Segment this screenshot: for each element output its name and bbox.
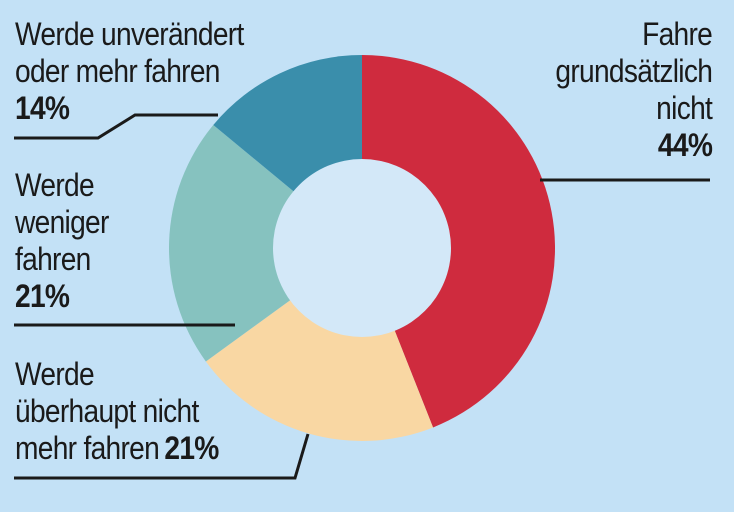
label-drive-less-line-3: fahren — [15, 241, 91, 277]
label-not-at-all-line-1: Werde — [15, 356, 95, 392]
label-basically-not-line-1: Fahre — [641, 16, 713, 52]
donut-slice-1 — [362, 55, 555, 428]
leader-lines — [14, 113, 710, 480]
label-drive-less-line-1: Werde — [15, 167, 95, 203]
label-unchanged-line-2: oder mehr fahren — [15, 53, 220, 89]
label-drive-less: Werde weniger fahren 21% — [15, 167, 109, 315]
label-basically-not-percent: 44% — [657, 127, 713, 163]
label-not-at-all-line-2: überhaupt nicht — [15, 393, 199, 429]
label-unchanged-percent: 14% — [15, 90, 70, 126]
label-basically-not-line-2: grundsätzlich — [555, 53, 712, 89]
label-drive-less-percent: 21% — [15, 278, 70, 314]
donut-slice-3 — [169, 124, 362, 362]
leader-line-bottom-left — [14, 433, 310, 480]
label-not-at-all-anymore: Werde überhaupt nicht mehr fahren 21% — [15, 356, 219, 467]
label-not-at-all-line-3-wrapper: mehr fahren 21% — [15, 430, 219, 467]
donut-hole — [273, 159, 451, 337]
label-basically-not: Fahre grundsätzlich nicht 44% — [555, 16, 712, 164]
label-basically-not-line-3: nicht — [656, 90, 713, 126]
label-unchanged-or-more: Werde unverändert oder mehr fahren 14% — [15, 16, 244, 127]
label-drive-less-line-2: weniger — [15, 204, 109, 240]
label-not-at-all-percent: 21% — [164, 430, 219, 466]
leader-line-top-left — [14, 113, 218, 140]
label-not-at-all-line-3: mehr fahren — [15, 430, 160, 466]
label-unchanged-line-1: Werde unverändert — [15, 16, 244, 52]
